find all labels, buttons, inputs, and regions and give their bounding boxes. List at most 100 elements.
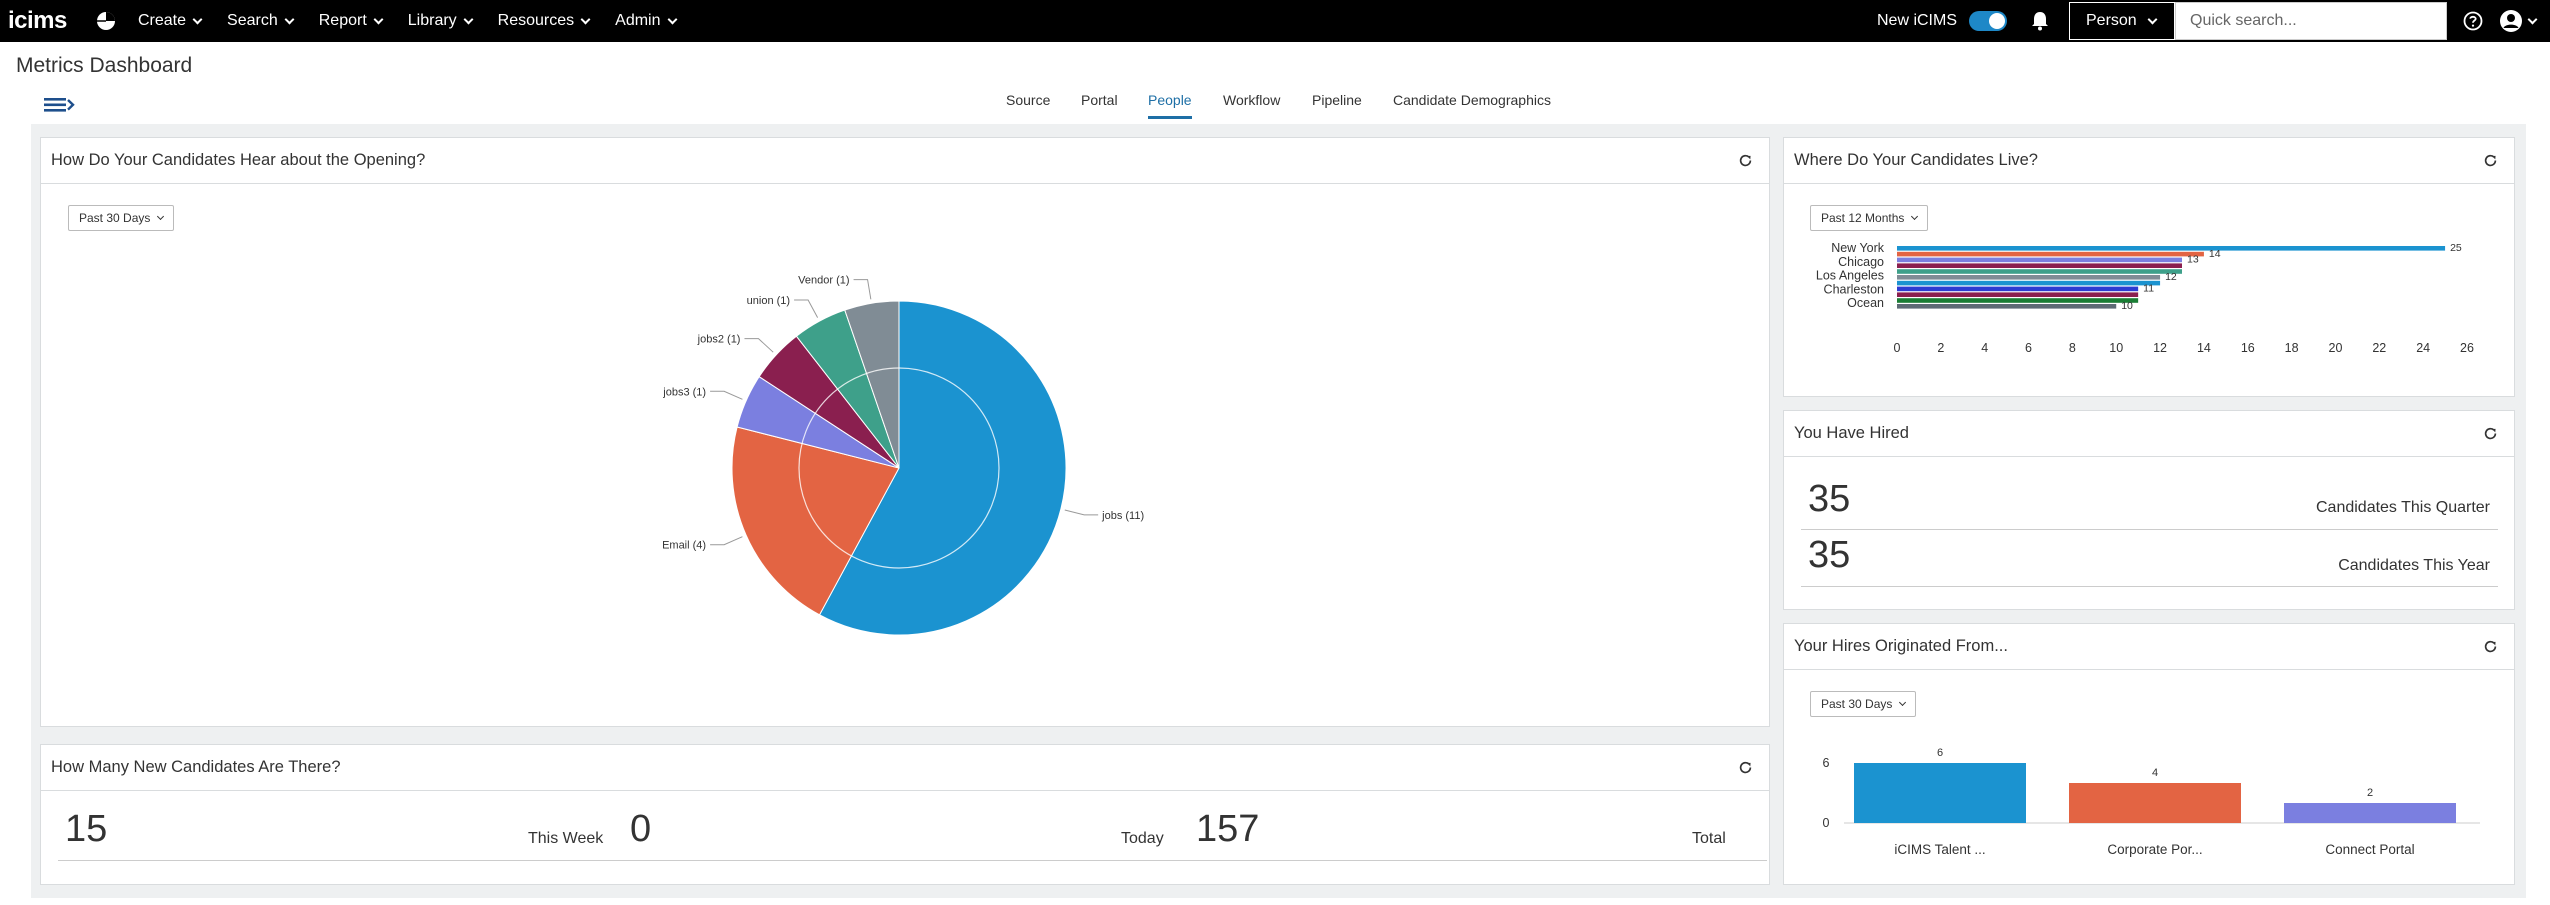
nav-create-label: Create [138,12,187,29]
card-title: Where Do Your Candidates Live? [1794,151,2038,169]
bar-value-label: 11 [2143,283,2154,295]
location-bar[interactable] [1897,298,2139,303]
bell-icon[interactable] [2031,11,2049,31]
nav-admin[interactable]: Admin [615,12,677,30]
new-this-week-count: 15 [65,808,108,850]
user-icon [2500,10,2522,32]
refresh-icon[interactable] [1738,153,1753,168]
location-bar[interactable] [1897,280,2161,286]
refresh-icon[interactable] [2483,639,2498,654]
nav-right: New iCIMS Person Quick search... [1877,0,2550,42]
card-header: Your Hires Originated From... [1784,624,2514,670]
refresh-icon[interactable] [1738,760,1753,775]
tab-source[interactable]: Source [1006,92,1051,108]
date-range-select[interactable]: Past 12 Months [1810,205,1929,231]
menu-toggle-icon[interactable] [42,94,76,116]
nav-search-label: Search [227,12,278,29]
card-header: How Do Your Candidates Hear about the Op… [41,138,1769,184]
x-tick-label: 4 [1981,341,1988,355]
location-bar[interactable] [1897,257,2182,263]
pie-label-connector [1064,509,1099,516]
nav-create[interactable]: Create [138,12,203,30]
tab-people[interactable]: People [1148,92,1192,119]
location-bar[interactable] [1897,286,2139,292]
new-icims-toggle[interactable] [1969,11,2007,31]
location-bar[interactable] [1897,246,2446,251]
card-hear-about-opening: How Do Your Candidates Hear about the Op… [40,137,1770,727]
pie-slice-label: Vendor (1) [798,275,849,287]
pie-slice-label: Email (4) [662,540,706,552]
x-tick-label: 18 [2285,341,2299,355]
location-bar[interactable] [1897,251,2204,257]
nav-resources[interactable]: Resources [497,12,591,30]
nav-search[interactable]: Search [227,12,295,30]
date-range-value: Past 12 Months [1821,211,1905,225]
origin-bar[interactable] [1854,763,2026,823]
card-header: Where Do Your Candidates Live? [1784,138,2514,184]
pie-slice-label: jobs2 (1) [697,334,741,346]
refresh-icon[interactable] [2483,426,2498,441]
toggle-knob [1989,13,2005,29]
chevron-down-icon [667,14,677,24]
icims-logo[interactable]: icims [8,7,67,34]
x-tick-label: 2 [1937,341,1944,355]
origin-bar[interactable] [2284,803,2456,823]
help-icon[interactable] [2463,11,2483,31]
nav-library[interactable]: Library [407,12,474,30]
date-range-select[interactable]: Past 30 Days [1810,691,1917,717]
pie-slice-label: jobs3 (1) [662,386,706,398]
hired-quarter-label: Candidates This Quarter [2315,499,2490,516]
pie-slice[interactable] [818,300,1067,636]
bar-value-label: 10 [2121,300,2133,312]
bar-value-label: 13 [2187,254,2199,266]
pie-inner-ring [798,367,1000,569]
tab-workflow[interactable]: Workflow [1223,92,1281,108]
location-bar[interactable] [1897,269,2182,274]
location-bar[interactable] [1897,292,2139,297]
origin-bar[interactable] [2069,783,2241,823]
user-menu[interactable] [2499,9,2538,33]
pie-slice[interactable] [844,300,900,469]
location-label: New York [1831,241,1885,255]
location-label: Los Angeles [1816,269,1884,283]
pie-slice[interactable] [731,426,900,616]
date-range-value: Past 30 Days [1821,697,1893,711]
chevron-down-icon [284,14,295,24]
total-candidates-label: Total [1692,830,1726,847]
date-range-value: Past 30 Days [79,211,151,225]
hired-year-count: 35 [1808,534,1851,576]
refresh-icon[interactable] [2483,153,2498,168]
tab-pipeline[interactable]: Pipeline [1312,92,1362,108]
origin-bar-chart: 6 0 6 iCIMS Talent ... 4 Corporate Por... 2 Con… [1823,747,2480,857]
location-bar[interactable] [1897,263,2182,268]
chevron-down-icon [463,14,474,24]
location-label: Chicago [1838,255,1884,269]
pie-label-connector [710,390,743,400]
tab-portal[interactable]: Portal [1081,92,1118,108]
x-tick-label: 24 [2416,341,2430,355]
x-tick-label: 26 [2460,341,2474,355]
location-bar[interactable] [1897,304,2117,309]
chevron-down-icon [1911,212,1919,221]
location-bar[interactable] [1897,275,2161,280]
location-label: Charleston [1824,282,1884,296]
total-candidates-count: 157 [1196,808,1260,850]
nav-admin-label: Admin [615,12,661,29]
pie-label-connector [710,536,743,546]
x-tick-label: 22 [2372,341,2386,355]
nav-library-label: Library [407,12,457,29]
page-title: Metrics Dashboard [16,54,193,77]
nav-report[interactable]: Report [319,12,384,30]
x-tick-label: 0 [1894,341,1901,355]
pie-chart: jobs (11) Email (4) jobs3 (1) jobs2 (1) unio… [662,275,1144,636]
nav-resources-label: Resources [497,12,575,29]
card-candidate-locations: Where Do Your Candidates Live? Past 12 M… [1783,137,2515,397]
search-type-select[interactable]: Person [2069,2,2175,40]
card-header: How Many New Candidates Are There? [41,745,1769,791]
search-type-value: Person [2086,12,2137,29]
tab-candidate-demographics[interactable]: Candidate Demographics [1393,92,1551,108]
quick-search-input[interactable]: Quick search... [2175,2,2447,40]
pie-chart-icon[interactable] [96,11,116,31]
date-range-select[interactable]: Past 30 Days [68,205,175,231]
